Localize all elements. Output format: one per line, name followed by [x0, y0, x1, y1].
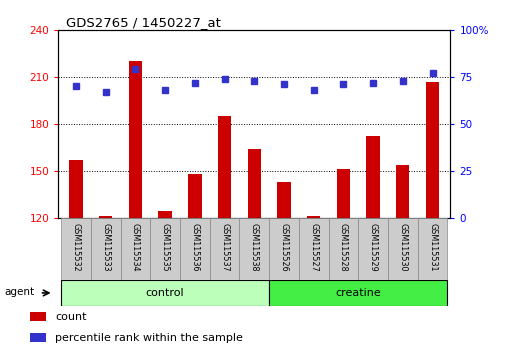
- Bar: [387, 218, 417, 280]
- Text: GSM115526: GSM115526: [279, 223, 288, 271]
- Text: GSM115529: GSM115529: [368, 223, 377, 272]
- Text: GSM115533: GSM115533: [101, 223, 110, 271]
- Bar: [30, 333, 46, 342]
- Bar: [277, 182, 290, 218]
- Bar: [417, 218, 446, 280]
- Bar: [298, 218, 328, 280]
- Bar: [120, 218, 150, 280]
- Bar: [336, 169, 349, 218]
- Bar: [61, 218, 91, 280]
- Bar: [269, 280, 446, 306]
- Bar: [247, 149, 261, 218]
- Bar: [328, 218, 358, 280]
- Text: GSM115538: GSM115538: [249, 223, 258, 271]
- Bar: [366, 136, 379, 218]
- Text: GSM115527: GSM115527: [309, 223, 318, 272]
- Bar: [99, 216, 112, 218]
- Bar: [128, 61, 142, 218]
- Text: count: count: [55, 312, 86, 322]
- Text: GSM115530: GSM115530: [397, 223, 407, 271]
- Text: GSM115532: GSM115532: [71, 223, 80, 271]
- Text: GSM115536: GSM115536: [190, 223, 199, 271]
- Bar: [218, 116, 231, 218]
- Text: GDS2765 / 1450227_at: GDS2765 / 1450227_at: [66, 16, 221, 29]
- Bar: [307, 216, 320, 218]
- Bar: [188, 174, 201, 218]
- Text: creatine: creatine: [335, 288, 380, 298]
- Bar: [91, 218, 120, 280]
- Text: control: control: [145, 288, 184, 298]
- Bar: [150, 218, 180, 280]
- Bar: [269, 218, 298, 280]
- Text: agent: agent: [5, 287, 35, 297]
- Text: GSM115534: GSM115534: [131, 223, 140, 271]
- Bar: [61, 280, 269, 306]
- Text: GSM115537: GSM115537: [220, 223, 229, 271]
- Bar: [69, 160, 82, 218]
- Bar: [395, 165, 409, 218]
- Bar: [209, 218, 239, 280]
- Text: percentile rank within the sample: percentile rank within the sample: [55, 333, 242, 343]
- Bar: [239, 218, 269, 280]
- Bar: [30, 312, 46, 321]
- Text: GSM115528: GSM115528: [338, 223, 347, 271]
- Text: GSM115535: GSM115535: [160, 223, 169, 271]
- Bar: [180, 218, 209, 280]
- Bar: [158, 211, 172, 218]
- Text: GSM115531: GSM115531: [427, 223, 436, 271]
- Bar: [358, 218, 387, 280]
- Bar: [425, 82, 438, 218]
